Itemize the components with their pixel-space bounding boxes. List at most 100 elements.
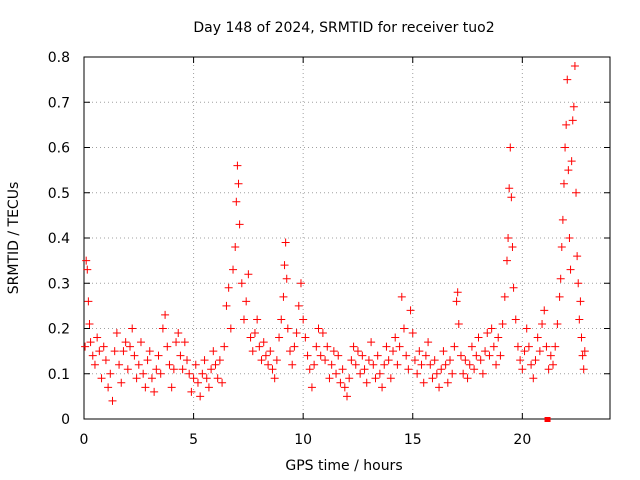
data-point — [290, 342, 299, 351]
data-point — [353, 347, 362, 356]
data-point — [540, 306, 549, 315]
data-point — [459, 369, 468, 378]
data-point — [563, 75, 572, 84]
data-point — [167, 383, 176, 392]
data-point — [461, 356, 470, 365]
chart-title: Day 148 of 2024, SRMTID for receiver tuo… — [193, 20, 494, 36]
data-point — [279, 292, 288, 301]
data-point — [364, 356, 373, 365]
data-point — [90, 360, 99, 369]
data-point — [559, 179, 568, 188]
data-point — [424, 338, 433, 347]
data-point — [126, 342, 135, 351]
data-point — [275, 333, 284, 342]
data-point — [261, 351, 270, 360]
data-point — [268, 365, 277, 374]
data-point — [334, 351, 343, 360]
x-axis-label: GPS time / hours — [285, 458, 402, 474]
data-point — [576, 297, 585, 306]
data-point — [524, 342, 533, 351]
data-point — [202, 374, 211, 383]
y-tick-label: 0.4 — [48, 231, 70, 247]
data-point — [222, 301, 231, 310]
data-point — [345, 374, 354, 383]
data-point — [253, 315, 262, 324]
data-point — [185, 369, 194, 378]
data-point — [437, 365, 446, 374]
data-point — [147, 374, 156, 383]
y-tick-label: 0.7 — [48, 95, 70, 111]
data-point — [507, 193, 516, 202]
data-point — [237, 279, 246, 288]
data-point — [395, 342, 404, 351]
data-point — [441, 360, 450, 369]
data-point — [288, 360, 297, 369]
data-point — [165, 360, 174, 369]
data-point — [183, 356, 192, 365]
data-point — [472, 351, 481, 360]
data-point — [496, 351, 505, 360]
outlier-point — [544, 417, 551, 422]
data-point — [121, 338, 130, 347]
data-point — [448, 369, 457, 378]
data-point — [511, 315, 520, 324]
data-point — [257, 356, 266, 365]
data-point — [207, 365, 216, 374]
data-point — [527, 360, 536, 369]
data-point — [351, 360, 360, 369]
data-point — [143, 356, 152, 365]
data-point — [139, 369, 148, 378]
data-point — [564, 166, 573, 175]
data-point — [505, 184, 514, 193]
data-point — [391, 333, 400, 342]
data-point — [242, 297, 251, 306]
data-point — [246, 333, 255, 342]
data-point — [397, 292, 406, 301]
data-point — [463, 374, 472, 383]
data-point — [373, 351, 382, 360]
data-point — [551, 342, 560, 351]
y-tick-label: 0.3 — [48, 276, 70, 292]
data-point — [574, 279, 583, 288]
data-point — [209, 347, 218, 356]
data-point — [349, 342, 358, 351]
data-point — [303, 351, 312, 360]
data-point — [318, 329, 327, 338]
data-point — [169, 365, 178, 374]
data-point — [299, 315, 308, 324]
data-point — [572, 188, 581, 197]
data-point — [360, 365, 369, 374]
data-point — [393, 360, 402, 369]
data-point — [417, 360, 426, 369]
data-point — [323, 342, 332, 351]
data-point — [580, 347, 589, 356]
data-point — [362, 378, 371, 387]
data-point — [266, 347, 275, 356]
data-point — [158, 324, 167, 333]
data-point — [489, 342, 498, 351]
data-point — [161, 310, 170, 319]
data-point — [358, 351, 367, 360]
data-point — [132, 374, 141, 383]
data-point — [86, 338, 95, 347]
data-point — [439, 347, 448, 356]
data-point — [485, 351, 494, 360]
data-point — [380, 360, 389, 369]
data-point — [156, 369, 165, 378]
data-point — [492, 360, 501, 369]
data-point — [128, 324, 137, 333]
y-tick-label: 0 — [61, 412, 70, 428]
data-points — [81, 62, 589, 422]
data-point — [187, 387, 196, 396]
data-point — [419, 378, 428, 387]
y-tick-label: 0.6 — [48, 141, 70, 157]
data-point — [573, 252, 582, 261]
data-point — [386, 374, 395, 383]
x-tick-label: 0 — [80, 432, 89, 448]
data-point — [248, 347, 257, 356]
data-point — [193, 378, 202, 387]
data-point — [235, 220, 244, 229]
data-point — [152, 365, 161, 374]
data-point — [239, 315, 248, 324]
